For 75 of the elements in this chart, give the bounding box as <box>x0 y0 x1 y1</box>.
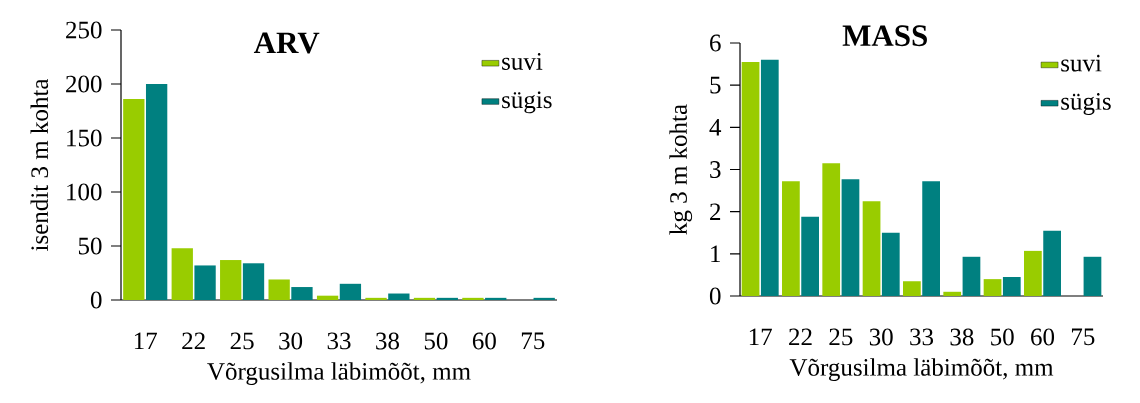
y-tick-label: 0 <box>709 287 721 305</box>
x-tick-label: 50 <box>424 332 448 350</box>
y-tick-label: 4 <box>709 119 722 136</box>
y-tick-label: 0 <box>90 291 102 309</box>
bar <box>943 291 962 296</box>
bar <box>881 232 900 296</box>
bar <box>388 293 410 300</box>
x-tick-label: 25 <box>829 328 853 346</box>
bar <box>220 260 242 300</box>
bar <box>462 297 484 300</box>
x-tick-label: 17 <box>749 328 772 346</box>
bar <box>171 248 193 300</box>
bar <box>983 279 1002 296</box>
bar <box>922 181 940 296</box>
x-tick-label: 38 <box>376 332 399 350</box>
bar <box>291 287 313 300</box>
x-tick-label: 38 <box>950 328 974 346</box>
bar <box>436 297 458 300</box>
bar <box>862 201 881 296</box>
bar <box>268 279 290 300</box>
bar <box>533 297 555 300</box>
bar <box>841 179 860 296</box>
bar <box>365 297 387 300</box>
y-tick-label: 200 <box>66 75 102 93</box>
legend-label: suvi <box>502 53 543 70</box>
x-axis-title: Võrgusilma läbimõõt, mm <box>207 362 471 385</box>
x-tick-label: 60 <box>472 332 496 350</box>
bar <box>485 297 507 300</box>
x-tick-label: 50 <box>991 328 1014 346</box>
x-tick-label: 22 <box>182 332 205 350</box>
bar <box>822 163 841 296</box>
y-axis-title: kg 3 m kohta <box>669 104 693 235</box>
x-tick-label: 25 <box>230 332 254 350</box>
chart-title: ARV <box>253 32 320 54</box>
y-tick-label: 5 <box>710 76 721 94</box>
y-tick-label: 1 <box>711 245 720 263</box>
bar <box>123 99 145 300</box>
bar <box>782 181 800 296</box>
x-tick-label: 22 <box>789 328 812 346</box>
y-tick-label: 50 <box>78 237 102 255</box>
bar <box>962 256 981 296</box>
legend-label: sügis <box>502 91 552 114</box>
bar <box>316 295 339 300</box>
bar <box>801 216 819 296</box>
x-tick-label: 75 <box>1071 328 1095 346</box>
x-tick-label: 75 <box>521 332 545 350</box>
chart-title: MASS <box>842 25 927 47</box>
x-axis-title: Võrgusilma läbimõõt, mm <box>789 358 1054 381</box>
y-axis-title: isendit 3 m kohta <box>30 78 49 251</box>
x-tick-label: 17 <box>134 332 157 350</box>
bar <box>1083 256 1102 296</box>
legend-label: sügis <box>1061 93 1111 116</box>
bar <box>1002 277 1021 296</box>
bar <box>1024 250 1042 296</box>
x-tick-label: 33 <box>910 328 934 346</box>
bar <box>339 283 362 300</box>
bar <box>1043 230 1061 296</box>
bar <box>741 61 760 296</box>
bar <box>242 263 265 300</box>
y-tick-label: 100 <box>67 183 102 201</box>
bar <box>413 297 436 300</box>
y-tick-label: 150 <box>67 129 102 147</box>
bar <box>145 84 168 300</box>
bar <box>760 59 779 296</box>
y-tick-label: 2 <box>710 203 721 220</box>
x-tick-label: 60 <box>1031 328 1055 346</box>
x-tick-label: 30 <box>279 332 303 350</box>
x-tick-label: 30 <box>869 328 893 346</box>
bar <box>903 281 921 296</box>
y-tick-label: 250 <box>66 21 102 39</box>
legend-label: suvi <box>1061 54 1102 72</box>
x-tick-label: 33 <box>327 332 351 350</box>
bar <box>194 265 216 300</box>
y-tick-label: 6 <box>710 34 721 52</box>
y-tick-label: 3 <box>710 161 721 178</box>
